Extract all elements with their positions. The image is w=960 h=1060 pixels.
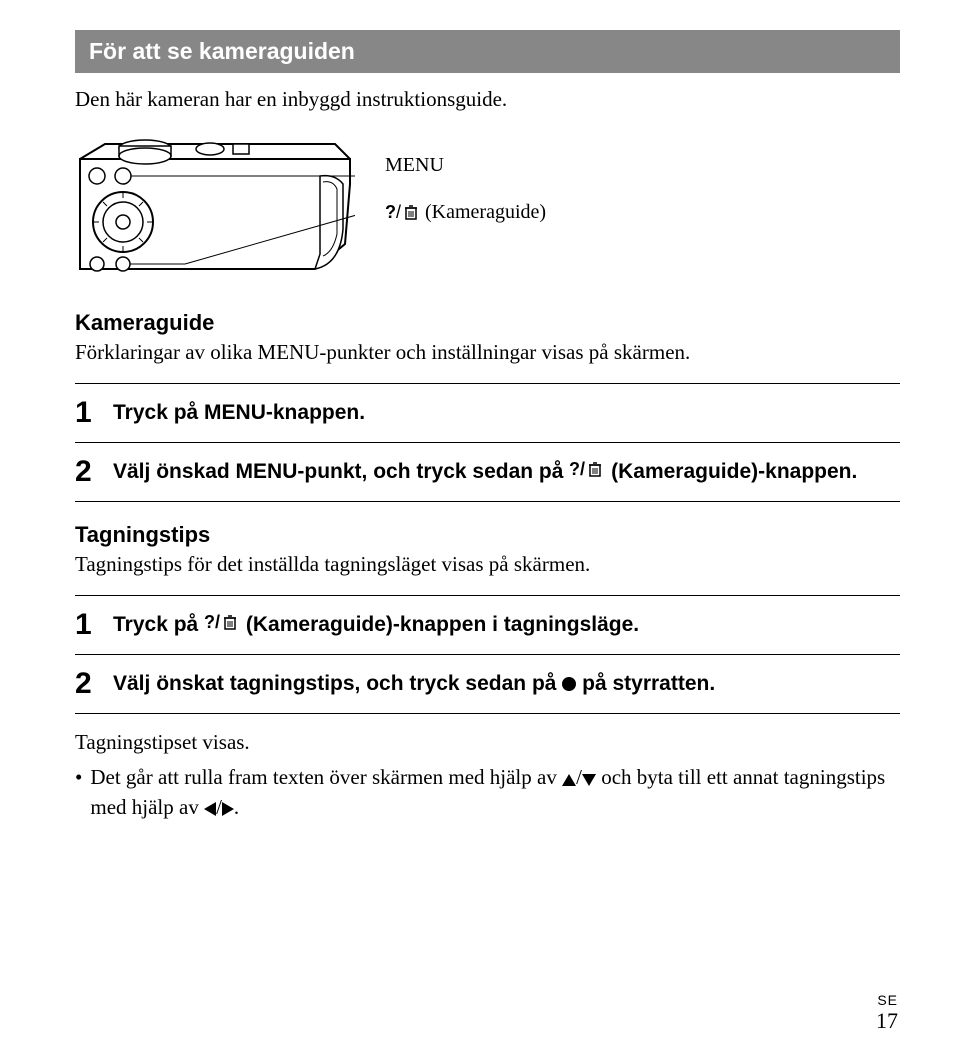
camera-illustration: [75, 134, 355, 284]
kameraguide-desc: Förklaringar av olika MENU-punkter och i…: [75, 340, 900, 365]
kameraguide-heading: Kameraguide: [75, 310, 900, 336]
down-arrow-icon: [582, 774, 596, 786]
intro-text: Den här kameran har en inbyggd instrukti…: [75, 87, 900, 112]
help-trash-icon: [204, 613, 240, 633]
bullet-end: .: [234, 795, 239, 819]
diagram-labels: MENU (Kameraguide): [385, 154, 546, 224]
step-number: 2: [75, 457, 113, 487]
step-number: 1: [75, 398, 113, 428]
step-number: 2: [75, 669, 113, 699]
kameraguide-step-2: 2 Välj önskad MENU-punkt, och tryck seda…: [75, 443, 900, 502]
up-arrow-icon: [562, 774, 576, 786]
left-arrow-icon: [204, 802, 216, 816]
section-title: För att se kameraguiden: [89, 38, 355, 64]
tagningstips-bullet: • Det går att rulla fram texten över skä…: [75, 763, 900, 822]
center-dot-icon: [562, 677, 576, 691]
step-text: Välj önskat tagningstips, och tryck seda…: [113, 669, 715, 698]
tagningstips-desc: Tagningstips för det inställda tagningsl…: [75, 552, 900, 577]
step-number: 1: [75, 610, 113, 640]
kameraguide-label-text: (Kameraguide): [425, 201, 546, 224]
tagningstips-step-2: 2 Välj önskat tagningstips, och tryck se…: [75, 655, 900, 714]
tagningstips-result: Tagningstipset visas.: [75, 728, 900, 757]
tagningstips-section: Tagningstips Tagningstips för det instäl…: [75, 522, 900, 822]
help-trash-icon: [385, 203, 421, 223]
tagningstips-heading: Tagningstips: [75, 522, 900, 548]
bullet-marker: •: [75, 763, 82, 792]
page-number-block: SE 17: [876, 992, 898, 1034]
bullet-before: Det går att rulla fram texten över skärm…: [90, 765, 562, 789]
kameraguide-label: (Kameraguide): [385, 201, 546, 224]
step-text-before: Välj önskad MENU-punkt, och tryck sedan …: [113, 460, 569, 483]
kameraguide-section: Kameraguide Förklaringar av olika MENU-p…: [75, 310, 900, 502]
step-text-before: Tryck på: [113, 613, 204, 636]
kameraguide-step-1: 1 Tryck på MENU-knappen.: [75, 383, 900, 443]
camera-diagram-row: MENU (Kameraguide): [75, 134, 900, 284]
step-text-before: Välj önskat tagningstips, och tryck seda…: [113, 672, 562, 695]
step-text-after: (Kameraguide)-knappen i tagningsläge.: [240, 613, 639, 636]
menu-label-text: MENU: [385, 154, 444, 177]
step-text: Tryck på (Kameraguide)-knappen i tagning…: [113, 610, 639, 639]
section-header: För att se kameraguiden: [75, 30, 900, 73]
step-text: Tryck på MENU-knappen.: [113, 398, 365, 427]
page-number: 17: [876, 1008, 898, 1034]
tagningstips-step-1: 1 Tryck på (Kameraguide)-knappen i tagni…: [75, 595, 900, 655]
bullet-text: Det går att rulla fram texten över skärm…: [90, 763, 900, 822]
page-region: SE: [876, 992, 898, 1008]
right-arrow-icon: [222, 802, 234, 816]
step-text-after: (Kameraguide)-knappen.: [605, 460, 857, 483]
step-text-after: på styrratten.: [576, 672, 715, 695]
step-text: Välj önskad MENU-punkt, och tryck sedan …: [113, 457, 857, 486]
help-trash-icon: [569, 460, 605, 480]
menu-label: MENU: [385, 154, 546, 177]
